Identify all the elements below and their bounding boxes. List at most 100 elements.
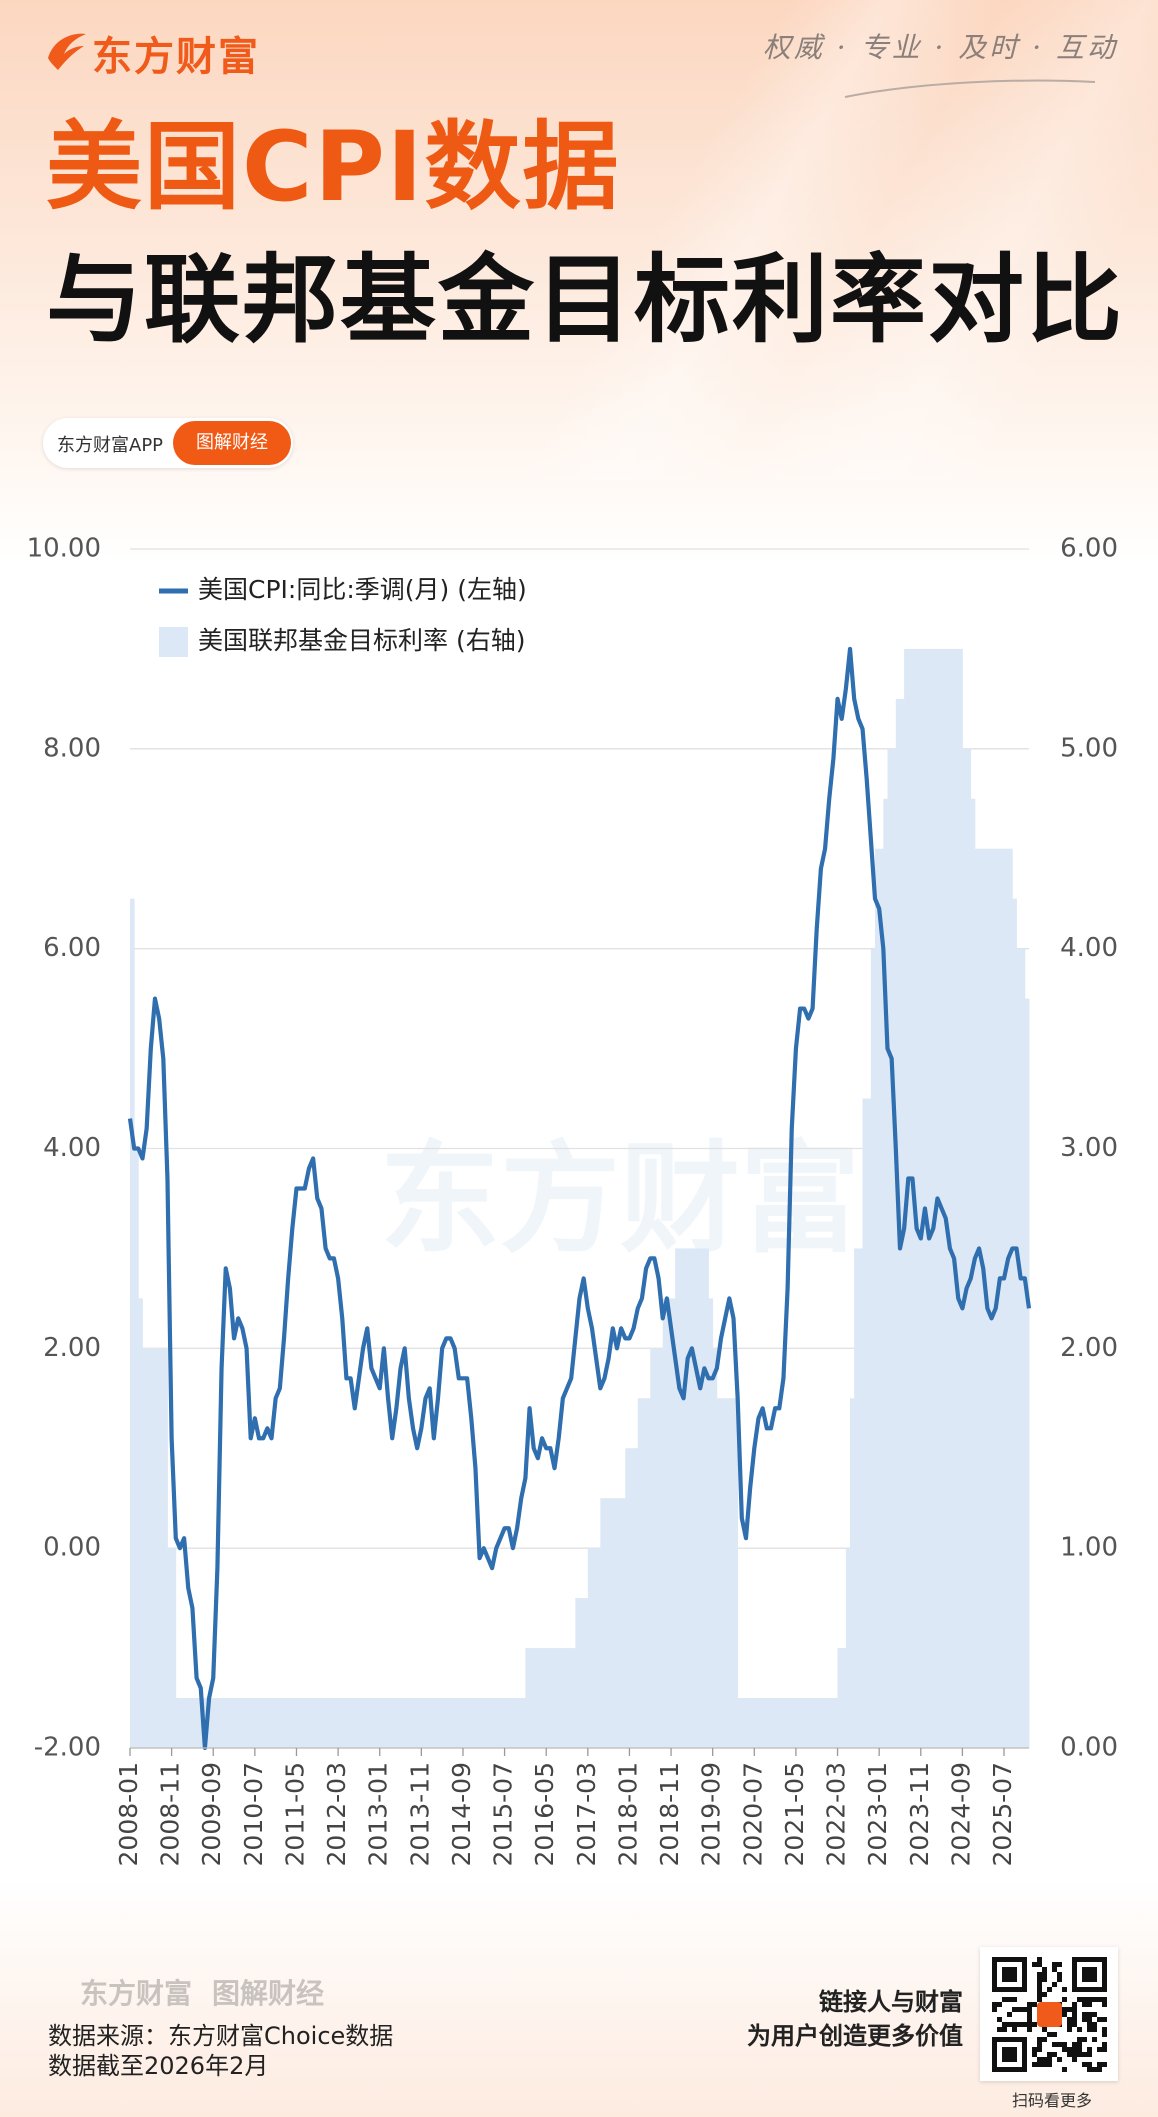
qr-cell: [1032, 2022, 1037, 2027]
rate-step: [937, 648, 942, 1748]
rate-step: [400, 1698, 406, 1748]
qr-cell: [1092, 2022, 1097, 2027]
rate-step: [608, 1498, 614, 1748]
rate-step: [537, 1648, 543, 1748]
qr-cell: [1052, 1967, 1057, 1972]
qr-cell: [1037, 1957, 1042, 1962]
rate-step: [891, 748, 897, 1748]
qr-cell: [1027, 2027, 1032, 2032]
rate-step: [770, 1698, 776, 1748]
rate-step: [271, 1698, 277, 1748]
x-tick-label: 2017-03: [572, 1762, 601, 1866]
cpi-line: [127, 646, 1032, 1751]
y-tick-label: 10.00: [27, 534, 101, 564]
rate-step: [671, 1298, 676, 1748]
qr-cell: [1072, 2042, 1077, 2047]
qr-cell: [1037, 2047, 1042, 2052]
rate-step: [396, 1698, 401, 1748]
rate-step: [471, 1698, 476, 1748]
qr-cell: [1057, 1972, 1062, 1977]
qr-cell: [1027, 2002, 1032, 2007]
rate-step: [146, 1348, 152, 1748]
qr-cell: [1092, 1997, 1097, 2002]
rate-step: [154, 1348, 160, 1748]
y2-tick-label: 3.00: [1060, 1133, 1118, 1163]
y2-tick-label: 4.00: [1060, 933, 1118, 963]
qr-cell: [1097, 2067, 1102, 2072]
rate-step: [583, 1598, 589, 1748]
rate-step: [845, 1548, 851, 1748]
rate-step: [1008, 848, 1013, 1748]
qr-cell: [1102, 2032, 1107, 2037]
rate-step: [546, 1648, 551, 1748]
qr-cell: [1062, 1987, 1067, 1992]
qr-cell: [1092, 2027, 1097, 2032]
x-tick-label: 2010-07: [239, 1762, 268, 1866]
rate-step: [733, 1398, 739, 1748]
qr-cell: [1102, 2027, 1107, 2032]
badge-tag[interactable]: 图解财经: [173, 421, 291, 465]
rate-step: [633, 1448, 639, 1748]
qr-cell: [1087, 2052, 1092, 2057]
rate-step: [816, 1698, 822, 1748]
rate-step: [371, 1698, 376, 1748]
qr-cell: [1087, 2067, 1092, 2072]
qr-cell: [1097, 2062, 1102, 2067]
qr-cell: [1077, 2042, 1082, 2047]
rate-step: [188, 1698, 193, 1748]
qr-cell: [1082, 2002, 1087, 2007]
rate-step: [787, 1698, 793, 1748]
rate-step: [392, 1698, 397, 1748]
rate-step: [646, 1398, 651, 1748]
qr-code[interactable]: [980, 1947, 1118, 2081]
rate-step: [196, 1698, 202, 1748]
rate-step: [675, 1248, 680, 1748]
x-tick-label: 2018-11: [655, 1762, 684, 1866]
x-tick-label: 2023-11: [905, 1762, 934, 1866]
y-tick-label: 6.00: [43, 933, 101, 963]
qr-cell: [1057, 2057, 1062, 2062]
legend-swatch: [159, 627, 188, 657]
rate-step: [421, 1698, 426, 1748]
qr-cell: [1042, 1967, 1047, 1972]
rate-step: [550, 1648, 555, 1748]
qr-cell: [1077, 2037, 1082, 2042]
rate-step: [750, 1698, 755, 1748]
rate-step: [496, 1698, 501, 1748]
rate-step: [808, 1698, 813, 1748]
x-tick-label: 2015-07: [489, 1762, 518, 1866]
rate-step: [708, 1298, 714, 1748]
y2-tick-label: 2.00: [1060, 1333, 1118, 1363]
y-tick-label: 0.00: [43, 1533, 101, 1563]
qr-cell: [1072, 2052, 1077, 2057]
qr-cell: [1062, 2042, 1067, 2047]
qr-cell: [1052, 2052, 1057, 2057]
qr-cell: [1027, 2017, 1032, 2022]
source-note: 数据来源：东方财富Choice数据: [48, 2022, 394, 2050]
qr-cell: [1087, 2027, 1092, 2032]
rate-step: [879, 848, 884, 1748]
rate-step: [533, 1648, 539, 1748]
rate-step: [999, 848, 1005, 1748]
rate-step: [941, 648, 947, 1748]
rate-step: [712, 1348, 718, 1748]
qr-cell: [1072, 2002, 1077, 2007]
qr-cell: [1072, 2012, 1077, 2017]
rate-step: [458, 1698, 464, 1748]
rate-step: [949, 648, 955, 1748]
rate-step: [259, 1698, 264, 1748]
x-tick-label: 2013-01: [364, 1762, 393, 1866]
qr-cell: [1032, 2062, 1037, 2067]
rate-step: [958, 648, 963, 1748]
qr-cell: [1022, 2007, 1027, 2012]
qr-cell: [1042, 2057, 1047, 2062]
x-tick-label: 2008-11: [156, 1762, 185, 1866]
qr-pattern: [992, 1957, 1107, 2072]
qr-cell: [1042, 1977, 1047, 1982]
qr-cell: [1022, 2022, 1027, 2027]
rate-step: [300, 1698, 306, 1748]
rate-step: [833, 1698, 838, 1748]
qr-cell: [1037, 1987, 1042, 1992]
rate-step: [575, 1598, 580, 1748]
footer-tag: 图解财经: [212, 1977, 325, 2010]
